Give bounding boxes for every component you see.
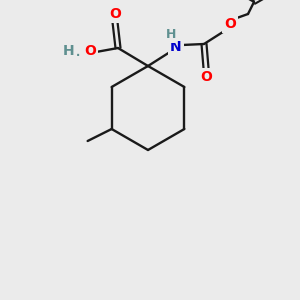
Text: H: H (63, 44, 75, 58)
Text: O: O (200, 70, 212, 84)
Text: H: H (166, 28, 176, 41)
Text: O: O (84, 44, 96, 58)
Text: O: O (109, 7, 121, 21)
Text: .: . (75, 41, 81, 61)
Text: O: O (224, 17, 236, 31)
Text: N: N (170, 40, 182, 54)
